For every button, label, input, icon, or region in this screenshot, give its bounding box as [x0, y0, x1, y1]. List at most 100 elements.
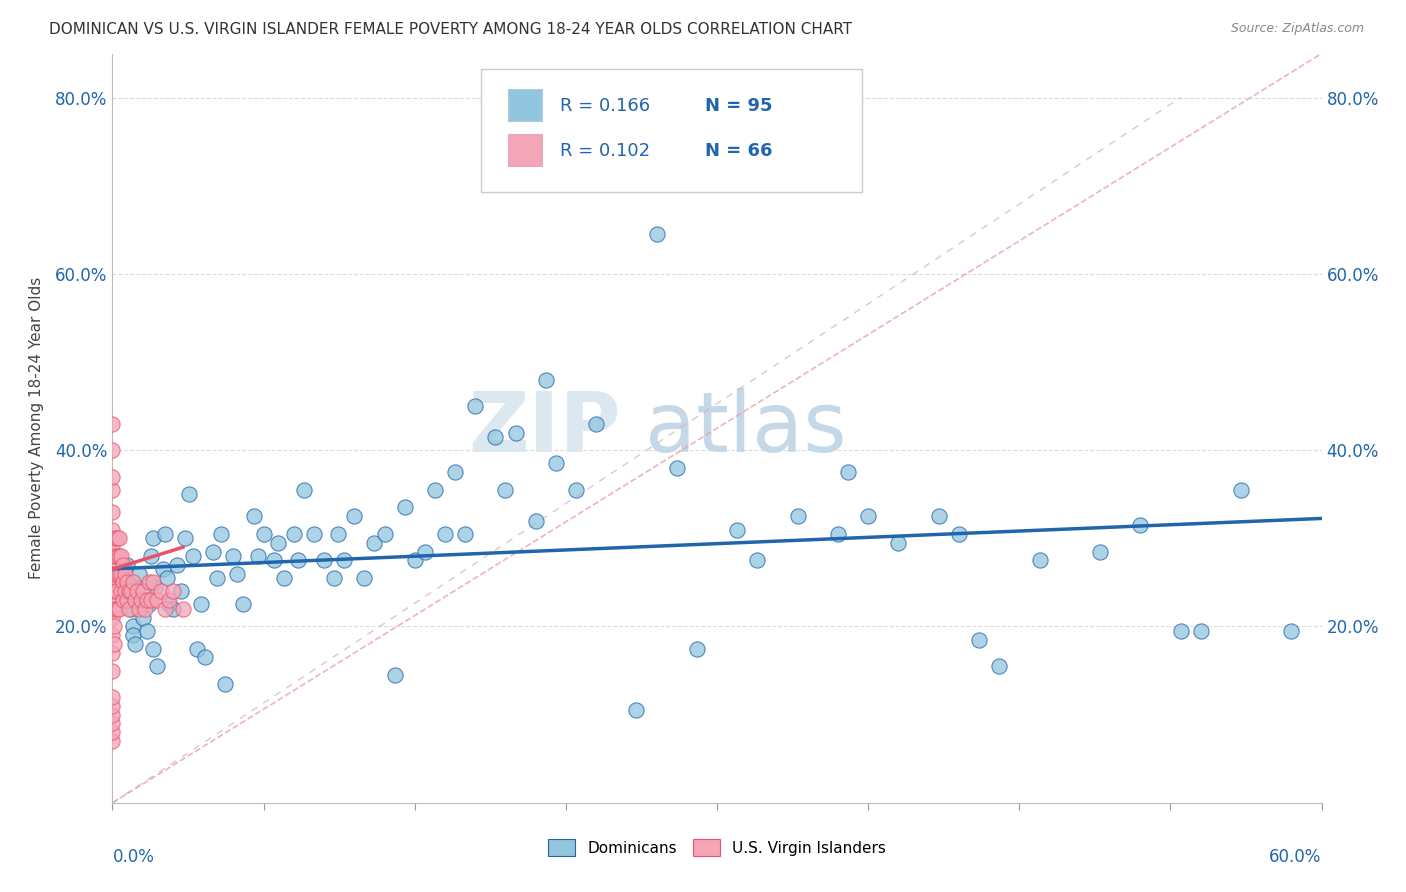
Point	[544, 457, 567, 471]
Point	[333, 553, 356, 567]
Point	[444, 465, 467, 479]
Point	[110, 584, 132, 599]
Point	[887, 535, 910, 549]
Point	[153, 602, 176, 616]
Point	[138, 598, 160, 612]
Point	[454, 527, 477, 541]
Point	[125, 584, 148, 599]
Point	[121, 628, 143, 642]
Point	[117, 593, 139, 607]
Point	[267, 535, 290, 549]
Point	[232, 598, 254, 612]
Point	[105, 566, 128, 581]
Point	[686, 641, 709, 656]
Point	[101, 505, 124, 519]
Point	[105, 602, 128, 616]
Point	[433, 527, 456, 541]
Point	[135, 593, 157, 607]
Point	[1279, 624, 1302, 638]
Point	[149, 584, 172, 599]
Point	[166, 558, 188, 572]
Point	[157, 598, 180, 612]
Point	[323, 571, 346, 585]
Point	[110, 566, 132, 581]
Point	[626, 703, 648, 717]
Point	[124, 637, 146, 651]
Point	[101, 707, 124, 722]
Point	[101, 417, 124, 431]
Point	[142, 641, 165, 656]
Point	[1189, 624, 1212, 638]
Point	[101, 734, 124, 748]
Point	[177, 487, 200, 501]
Point	[413, 544, 436, 558]
Point	[101, 628, 124, 642]
Point	[524, 514, 547, 528]
Point	[222, 549, 245, 563]
Point	[105, 584, 128, 599]
Point	[374, 527, 396, 541]
Bar	[508, 135, 541, 166]
Point	[115, 575, 138, 590]
Point	[121, 575, 143, 590]
Text: R = 0.102: R = 0.102	[560, 142, 650, 160]
Point	[142, 575, 165, 590]
Point	[283, 527, 305, 541]
Point	[967, 632, 990, 647]
Point	[172, 602, 194, 616]
Point	[353, 571, 375, 585]
Point	[174, 532, 197, 546]
Point	[484, 430, 506, 444]
Point	[128, 602, 150, 616]
Text: R = 0.166: R = 0.166	[560, 97, 650, 115]
Point	[135, 624, 157, 638]
Point	[170, 584, 193, 599]
Point	[120, 602, 142, 616]
Point	[328, 527, 350, 541]
Point	[343, 509, 366, 524]
Point	[134, 602, 156, 616]
Point	[988, 659, 1011, 673]
Point	[202, 544, 225, 558]
Point	[101, 725, 124, 739]
Text: 60.0%: 60.0%	[1270, 847, 1322, 866]
Point	[101, 664, 124, 678]
Point	[287, 553, 309, 567]
Point	[101, 575, 124, 590]
Point	[214, 677, 236, 691]
Point	[103, 566, 125, 581]
Point	[101, 558, 124, 572]
Point	[1129, 518, 1152, 533]
Point	[105, 549, 128, 563]
Point	[747, 553, 769, 567]
Point	[142, 532, 165, 546]
Point	[665, 460, 688, 475]
Point	[103, 584, 125, 599]
Point	[585, 417, 607, 431]
Point	[138, 575, 160, 590]
Point	[1088, 544, 1111, 558]
Point	[101, 610, 124, 624]
Point	[132, 584, 155, 599]
Point	[101, 698, 124, 713]
Point	[111, 593, 134, 607]
Point	[162, 584, 184, 599]
Point	[103, 549, 125, 563]
Y-axis label: Female Poverty Among 18-24 Year Olds: Female Poverty Among 18-24 Year Olds	[30, 277, 44, 579]
Point	[152, 562, 174, 576]
Point	[105, 532, 128, 546]
Point	[153, 527, 176, 541]
Point	[124, 593, 146, 607]
Point	[114, 584, 136, 599]
Point	[725, 523, 748, 537]
Point	[129, 593, 152, 607]
Point	[107, 566, 129, 581]
Point	[827, 527, 849, 541]
Point	[423, 483, 446, 497]
Text: DOMINICAN VS U.S. VIRGIN ISLANDER FEMALE POVERTY AMONG 18-24 YEAR OLDS CORRELATI: DOMINICAN VS U.S. VIRGIN ISLANDER FEMALE…	[49, 22, 852, 37]
Point	[194, 650, 217, 665]
Point	[464, 399, 486, 413]
Point	[139, 549, 162, 563]
Point	[120, 584, 142, 599]
Point	[101, 690, 124, 704]
